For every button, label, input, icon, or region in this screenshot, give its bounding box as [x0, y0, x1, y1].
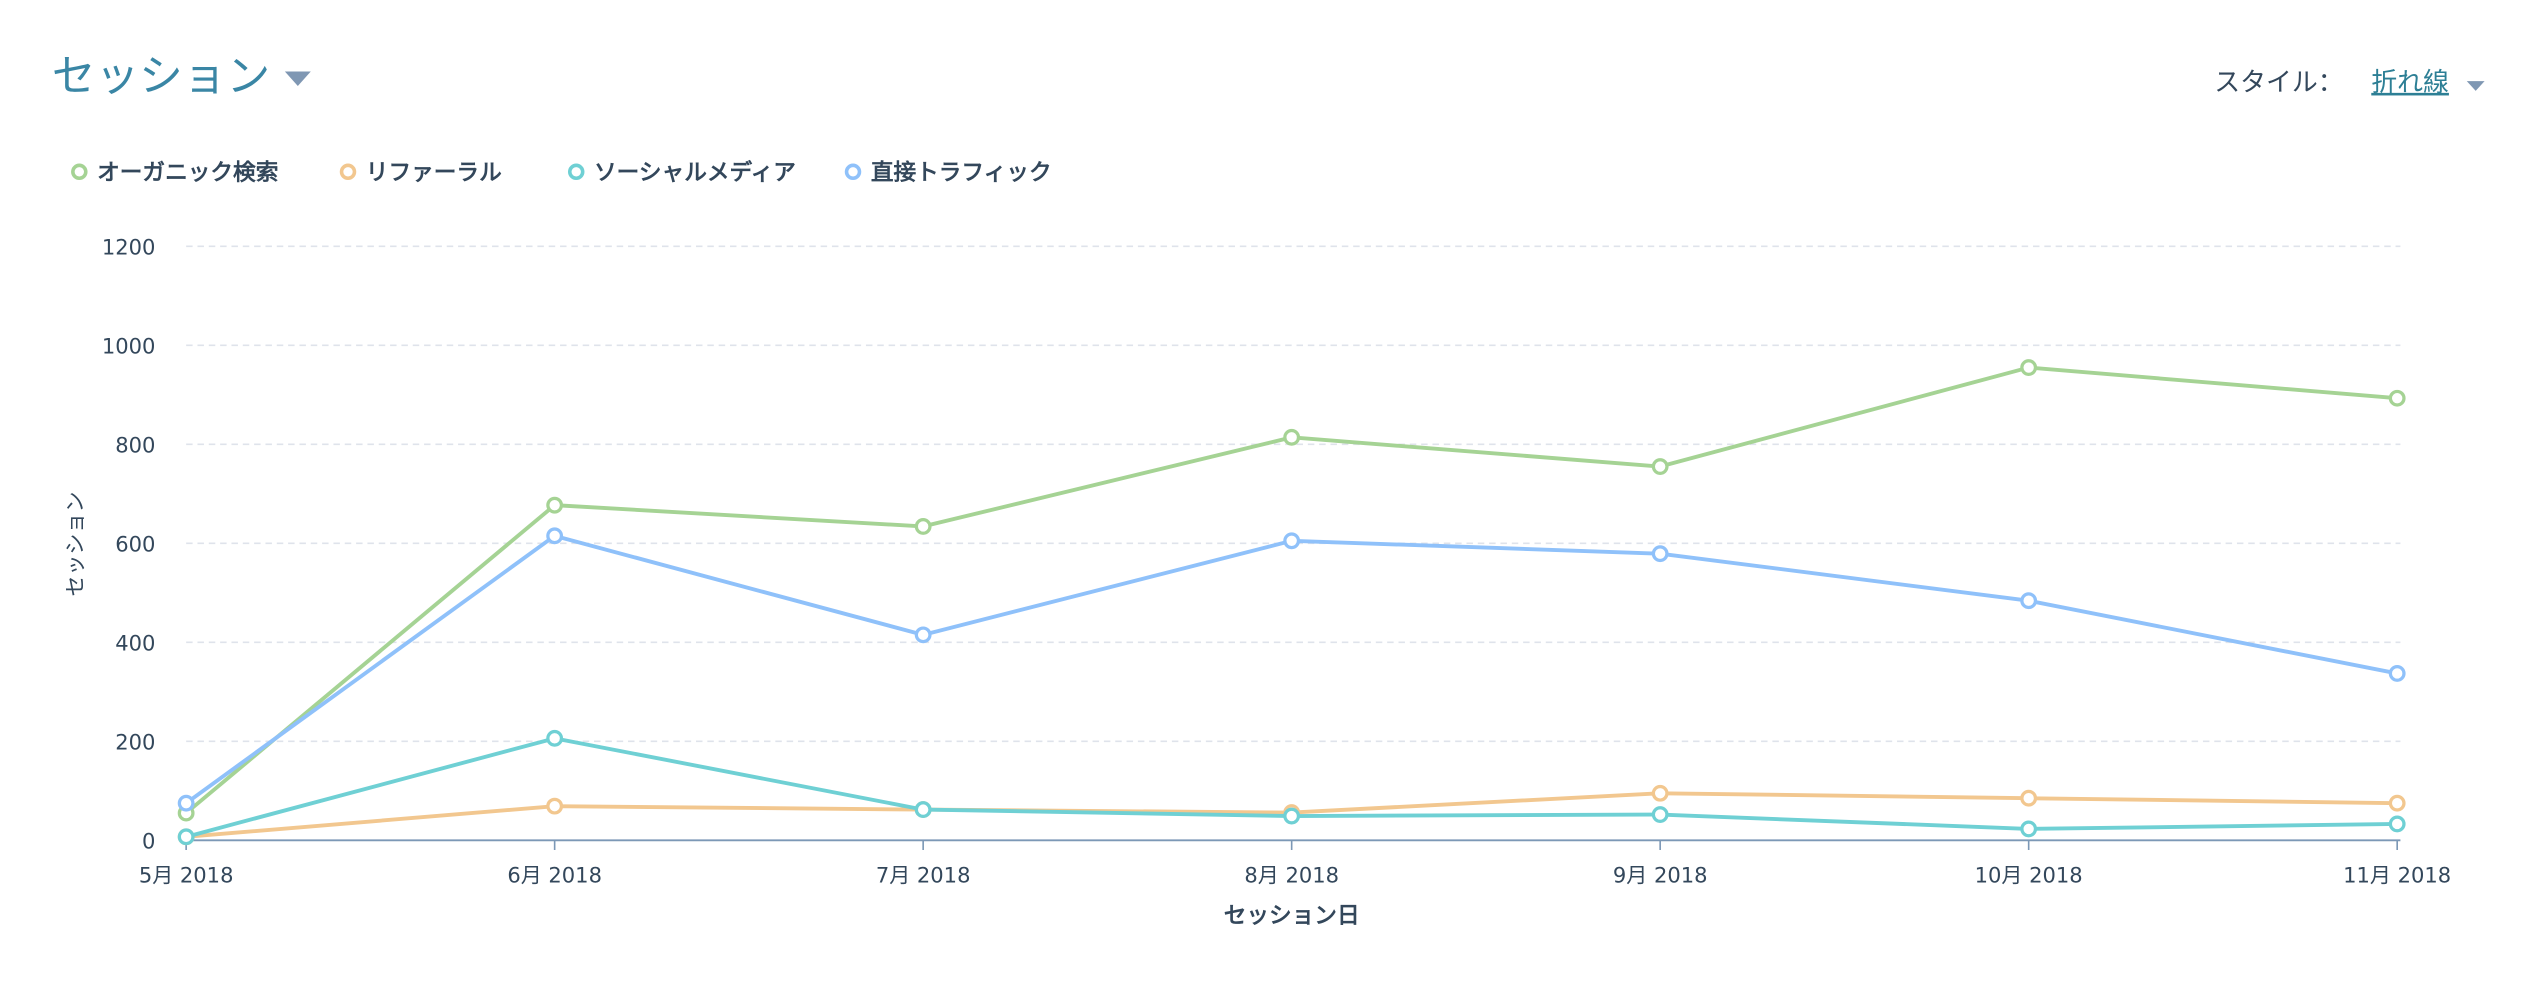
legend-marker-icon — [567, 163, 585, 181]
data-point[interactable] — [177, 828, 195, 846]
legend-item[interactable]: オーガニック検索 — [71, 160, 279, 186]
series-line — [177, 527, 2406, 812]
legend-item[interactable]: 直接トラフィック — [844, 159, 1052, 186]
y-tick-label: 200 — [115, 729, 155, 754]
legend-marker-icon — [844, 163, 862, 181]
x-tick-label: 10月 2018 — [1975, 862, 2083, 887]
legend-label: ソーシャルメディア — [594, 159, 796, 186]
data-point[interactable] — [2020, 820, 2038, 838]
y-tick-label: 0 — [142, 828, 155, 853]
data-point[interactable] — [177, 794, 195, 812]
chart-title[interactable]: セッション — [52, 51, 270, 102]
legend-label: 直接トラフィック — [871, 159, 1052, 186]
data-point[interactable] — [546, 729, 564, 747]
x-tick-label: 7月 2018 — [876, 862, 971, 887]
data-point[interactable] — [1283, 532, 1301, 550]
y-tick-label: 1200 — [102, 234, 156, 259]
legend-item[interactable]: ソーシャルメディア — [567, 159, 796, 186]
data-point[interactable] — [2020, 592, 2038, 610]
x-tick-label: 8月 2018 — [1244, 862, 1339, 887]
series-path — [185, 533, 2398, 805]
grid — [186, 245, 2401, 743]
data-point[interactable] — [546, 527, 564, 545]
series — [177, 359, 2406, 846]
data-point[interactable] — [914, 626, 932, 644]
series-line — [177, 729, 2406, 846]
data-point[interactable] — [2020, 359, 2038, 376]
chart-title-dropdown[interactable]: セッション — [52, 51, 311, 102]
data-point[interactable] — [546, 496, 564, 514]
data-point[interactable] — [1651, 545, 1669, 563]
legend-marker-icon — [71, 163, 88, 181]
x-tick-label: 11月 2018 — [2343, 862, 2451, 887]
y-tick-label: 800 — [115, 432, 155, 457]
x-tick-label: 6月 2018 — [507, 862, 602, 887]
data-point[interactable] — [546, 797, 564, 815]
data-point[interactable] — [1651, 458, 1669, 475]
data-point[interactable] — [1651, 806, 1669, 823]
data-point[interactable] — [914, 518, 932, 535]
series-line — [177, 359, 2406, 822]
legend-label: リファーラル — [366, 160, 502, 186]
data-point[interactable] — [1283, 428, 1301, 446]
data-point[interactable] — [2388, 794, 2406, 812]
caret-down-icon — [2466, 81, 2485, 91]
x-axis-title: セッション日 — [1224, 903, 1360, 929]
style-label: スタイル： — [2214, 68, 2343, 98]
y-tick-label: 400 — [115, 630, 155, 655]
legend-item[interactable]: リファーラル — [339, 160, 503, 186]
x-tick-label: 9月 2018 — [1613, 862, 1708, 887]
axes: 0 200 400 600 800 1000 1200 5月 2018 6月 2018 7月 20… — [102, 234, 2451, 887]
style-value[interactable]: 折れ線 — [2371, 68, 2449, 98]
data-point[interactable] — [2388, 665, 2406, 682]
legend-marker-icon — [339, 163, 357, 181]
data-point[interactable] — [914, 801, 932, 819]
data-point[interactable] — [2020, 789, 2038, 807]
y-tick-label: 1000 — [102, 333, 156, 358]
style-dropdown[interactable]: 折れ線 — [2371, 68, 2485, 98]
y-axis-title: セッション — [63, 492, 88, 597]
data-point[interactable] — [2388, 389, 2406, 407]
caret-down-icon — [284, 71, 311, 87]
legend-label: オーガニック検索 — [97, 160, 278, 186]
x-tick-label: 5月 2018 — [139, 862, 234, 887]
data-point[interactable] — [2388, 815, 2406, 833]
y-tick-label: 600 — [115, 531, 155, 556]
data-point[interactable] — [1283, 807, 1301, 825]
data-point[interactable] — [1651, 784, 1669, 802]
legend: オーガニック検索 リファーラル ソーシャルメディア 直接トラフィック — [71, 159, 1052, 186]
